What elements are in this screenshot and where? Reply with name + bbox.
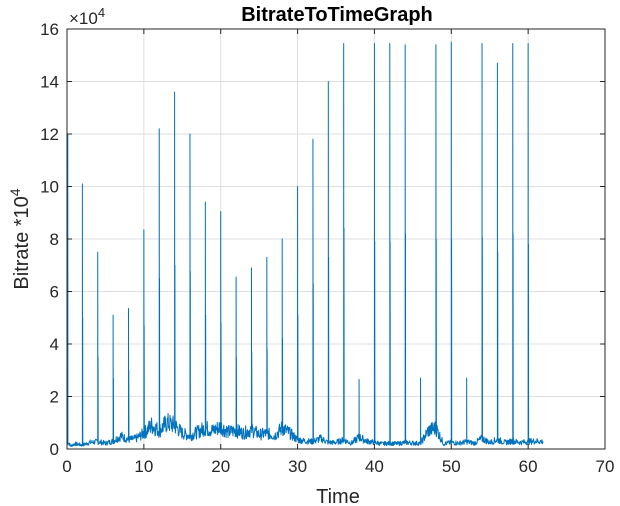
x-tick-label: 0 [62, 457, 71, 476]
x-axis-label: Time [316, 486, 360, 506]
y-axis-label: Bitrate *104 [7, 188, 33, 289]
y-tick-label: 0 [50, 440, 59, 459]
y-tick-label: 8 [50, 230, 59, 249]
x-tick-label: 60 [519, 457, 538, 476]
y-tick-label: 14 [40, 73, 59, 92]
y-tick-label: 2 [50, 388, 59, 407]
y-tick-labels: 0 2 4 6 8 10 12 14 16 [40, 20, 59, 459]
y-tick-label: 10 [40, 178, 59, 197]
x-tick-label: 30 [288, 457, 307, 476]
x-tick-label: 50 [442, 457, 461, 476]
series-group [66, 41, 544, 447]
x-tick-label: 10 [134, 457, 153, 476]
bitrate-line [66, 41, 544, 447]
x-tick-label: 70 [596, 457, 615, 476]
x-tick-label: 20 [211, 457, 230, 476]
x-tick-label: 40 [365, 457, 384, 476]
y-multiplier-exponent: 4 [98, 5, 105, 20]
y-axis-label-base: Bitrate *10 [11, 196, 33, 289]
y-tick-label: 4 [50, 335, 59, 354]
x-tick-labels: 0 10 20 30 40 50 60 70 [62, 457, 614, 476]
y-axis-label-exponent: 4 [7, 188, 23, 196]
tick-marks [66, 28, 606, 450]
chart-title: BitrateToTimeGraph [241, 4, 433, 26]
y-tick-label: 12 [40, 125, 59, 144]
y-tick-label: 6 [50, 283, 59, 302]
y-multiplier: ×104 [69, 5, 105, 28]
y-tick-label: 16 [40, 20, 59, 39]
y-multiplier-base: ×10 [69, 9, 98, 28]
